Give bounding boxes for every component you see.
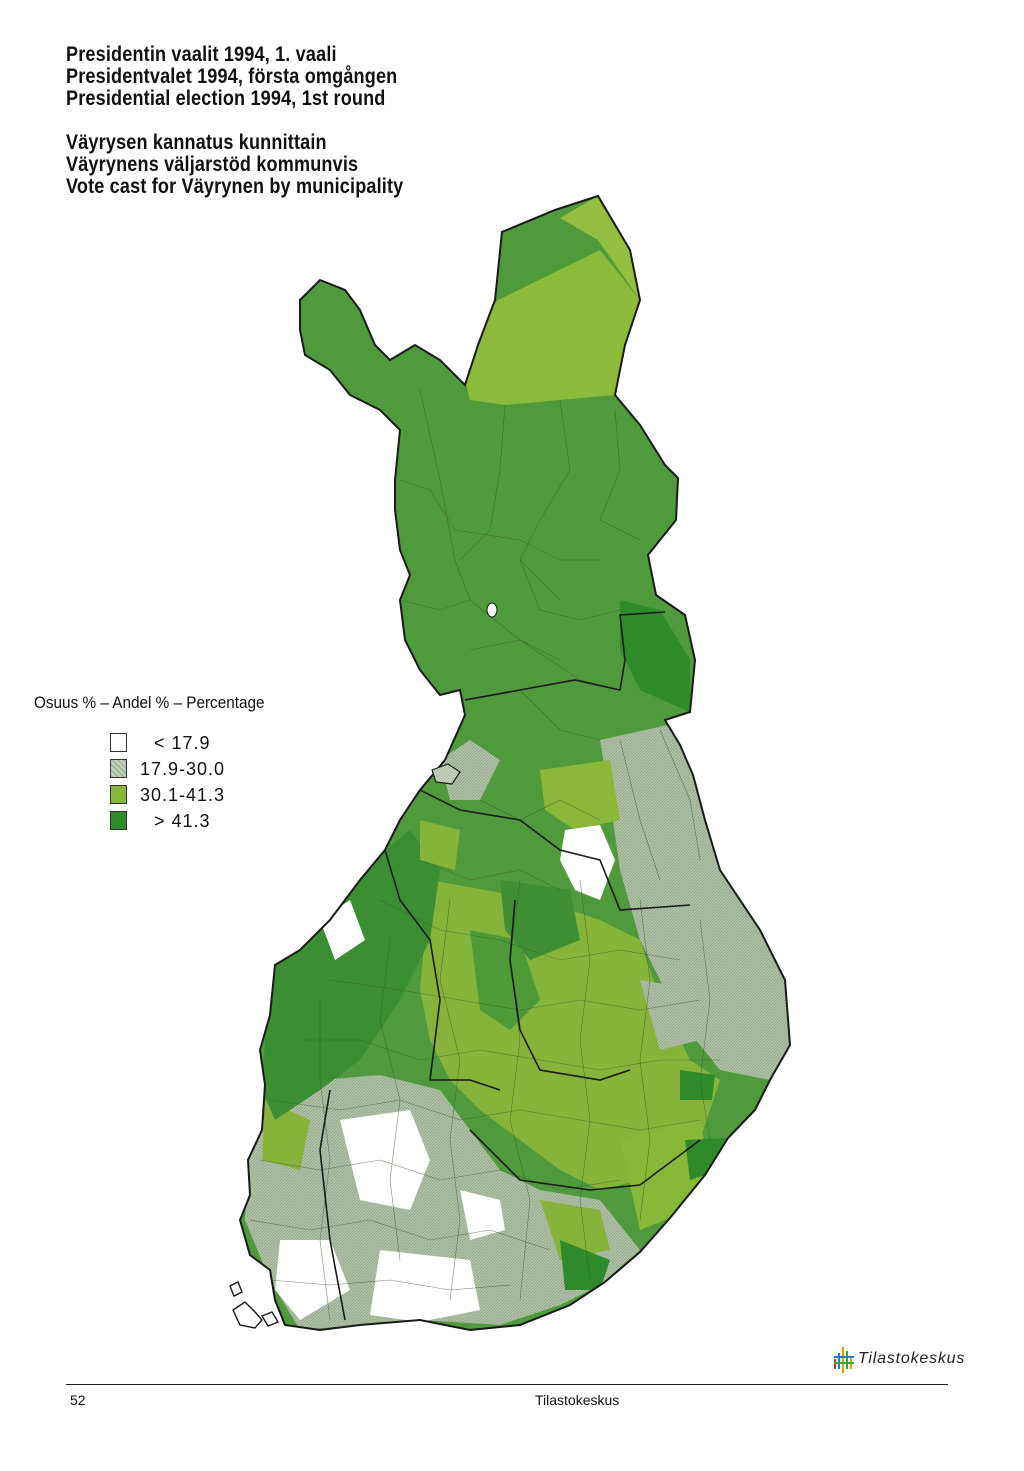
municipality-borders: [249, 389, 720, 1321]
east-dark-patch: [680, 1070, 715, 1100]
southwest-gray-region: [245, 1075, 640, 1330]
legend-swatch-white: [110, 733, 127, 752]
oulu-gray-patch: [440, 740, 500, 800]
legend-label-high: > 41.3: [154, 811, 211, 831]
east-gray-region: [600, 720, 790, 1080]
east-gray-patch: [640, 980, 700, 1050]
legend-items: < 17.9 17.9-30.0 30.1-41.3 > 41.3: [110, 733, 310, 837]
inari-lake-marker: [486, 602, 498, 618]
map-legend: Osuus % – Andel % – Percentage < 17.9 17…: [34, 693, 290, 831]
title-finnish: Presidentin vaalit 1994, 1. vaali: [66, 43, 337, 66]
north-light-green-region: [460, 250, 640, 405]
central-white-region: [560, 825, 615, 900]
lakeland-dark-patch-2: [500, 880, 580, 960]
legend-title: Osuus % – Andel % – Percentage: [34, 693, 265, 712]
legend-label-low: 17.9-30.0: [140, 759, 226, 779]
footer-publisher: Tilastokeskus: [535, 1392, 620, 1408]
title-swedish: Presidentvalet 1994, första omgången: [66, 65, 398, 88]
legend-swatch-light-green: [110, 785, 127, 804]
south-white-patch: [460, 1190, 505, 1240]
footer-rule: [66, 1384, 948, 1385]
oulu-light-patch: [420, 820, 460, 870]
subtitle-swedish: Väyrynens väljarstöd kommunvis: [66, 153, 359, 176]
legend-item-mid: 30.1-41.3: [110, 785, 310, 811]
region-fills: [240, 196, 790, 1330]
aland-islands: [229, 1281, 280, 1329]
hailuoto-island: [431, 763, 461, 785]
west-dark-green-region: [262, 830, 440, 1120]
border-dark-patch: [685, 1138, 728, 1180]
southeast-light-patch: [540, 1200, 610, 1260]
central-light-green-region: [540, 760, 620, 830]
southwest-white-patch: [340, 1110, 430, 1210]
legend-item-high: > 41.3: [110, 811, 310, 837]
legend-label-mid: 30.1-41.3: [140, 785, 226, 805]
title-english: Presidential election 1994, 1st round: [66, 87, 386, 110]
legend-item-lowest: < 17.9: [110, 733, 310, 759]
page-number: 52: [70, 1392, 86, 1408]
tilastokeskus-logo-icon: [834, 1347, 854, 1373]
legend-item-low: 17.9-30.0: [110, 759, 310, 785]
legend-swatch-gray: [110, 759, 127, 778]
subtitle-finnish: Väyrysen kannatus kunnittain: [66, 131, 327, 154]
logo-text: Tilastokeskus: [858, 1350, 966, 1367]
coast-white-patch: [275, 1240, 350, 1320]
map-titles: Presidentin vaalit 1994, 1. vaali Presid…: [66, 44, 403, 198]
legend-label-lowest: < 17.9: [154, 733, 211, 753]
north-tip-light-region: [560, 196, 640, 300]
southeast-dark-patch: [560, 1240, 610, 1290]
subtitle-english: Vote cast for Väyrynen by municipality: [66, 175, 404, 198]
province-borders: [319, 611, 701, 1321]
lakeland-dark-patch: [470, 930, 540, 1030]
legend-swatch-dark-green: [110, 811, 127, 830]
kainuu-dark-region: [620, 600, 690, 712]
